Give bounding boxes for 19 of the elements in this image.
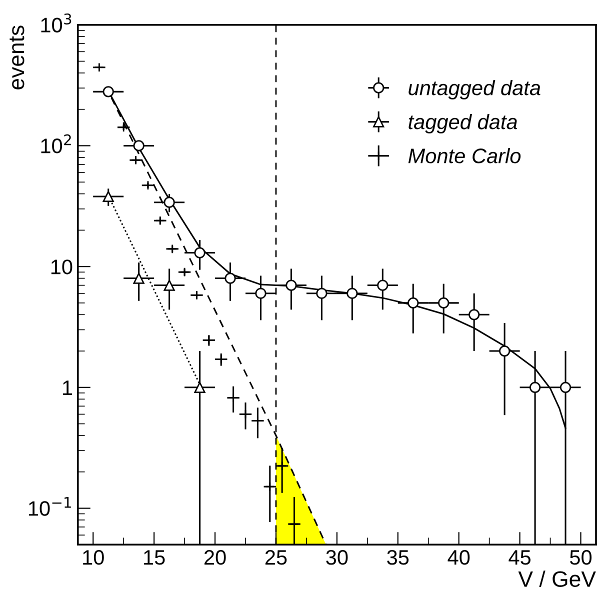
y-tick-label: 1 <box>63 380 72 395</box>
x-axis-title: V / GeV <box>518 570 596 587</box>
x-tick-label: 45 <box>508 550 531 565</box>
y-tick-label: 10$^{2}$ <box>41 134 71 154</box>
x-tick-label: 15 <box>144 550 165 565</box>
x-tick-label: 20 <box>204 550 226 565</box>
legend-label: Monte Carlo <box>408 148 521 164</box>
y-axis-title: events <box>10 26 24 90</box>
x-tick-label: 25 <box>265 550 287 565</box>
legend-label: tagged data <box>408 114 518 134</box>
y-tick-label: 10$^{−1}$ <box>28 497 71 516</box>
x-tick-label: 30 <box>326 550 348 565</box>
x-tick-label: 50 <box>570 550 592 565</box>
x-tick-label: 40 <box>448 550 470 565</box>
x-tick-label: 10 <box>83 550 104 565</box>
y-tick-label: 10$^{3}$ <box>41 13 72 32</box>
legend-label: untagged data <box>408 80 540 100</box>
y-tick-label: 10 <box>51 260 72 274</box>
x-tick-label: 35 <box>387 550 409 565</box>
